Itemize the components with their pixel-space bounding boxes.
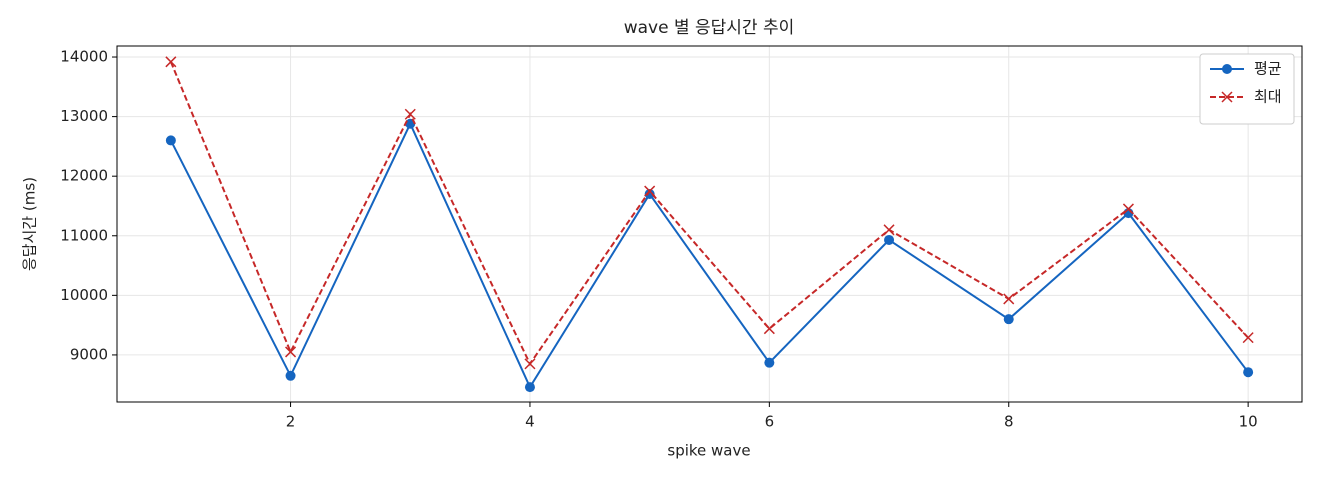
- point: [883, 224, 895, 236]
- x-axis-label: spike wave: [667, 442, 750, 460]
- chart-title: wave 별 응답시간 추이: [624, 18, 795, 38]
- point: [1242, 332, 1254, 344]
- y-tick-label: 9000: [70, 345, 108, 363]
- legend-marker: [1221, 91, 1233, 103]
- plot-frame: [116, 45, 1303, 403]
- point: [285, 370, 296, 381]
- point: [524, 382, 535, 393]
- point: [524, 358, 536, 370]
- point: [404, 108, 416, 120]
- x-tick-label: 2: [286, 413, 296, 431]
- x-tick-label: 4: [525, 413, 535, 431]
- point: [644, 189, 655, 200]
- point: [884, 234, 895, 245]
- legend-marker: [1222, 64, 1232, 74]
- y-tick-label: 12000: [60, 167, 108, 185]
- y-tick-label: 13000: [60, 107, 108, 125]
- point: [1243, 367, 1254, 378]
- y-tick-label: 14000: [60, 48, 108, 66]
- y-axis-label: 응답시간 (ms): [21, 177, 39, 271]
- series-line: [169, 121, 1249, 390]
- y-tick-label: 11000: [60, 226, 108, 244]
- point: [165, 56, 177, 68]
- y-tick-label: 10000: [60, 286, 108, 304]
- point: [165, 135, 176, 146]
- point: [1003, 314, 1014, 325]
- x-tick-label: 6: [765, 413, 775, 431]
- legend-label: 최대: [1254, 88, 1282, 106]
- point: [285, 346, 297, 358]
- point: [1122, 203, 1134, 215]
- point: [644, 185, 656, 197]
- point: [1003, 293, 1015, 305]
- x-tick-label: 10: [1239, 413, 1258, 431]
- x-tick-label: 8: [1004, 413, 1014, 431]
- point: [763, 323, 775, 335]
- point: [764, 357, 775, 368]
- series-line: [169, 61, 1249, 366]
- legend-label: 평균: [1254, 60, 1282, 78]
